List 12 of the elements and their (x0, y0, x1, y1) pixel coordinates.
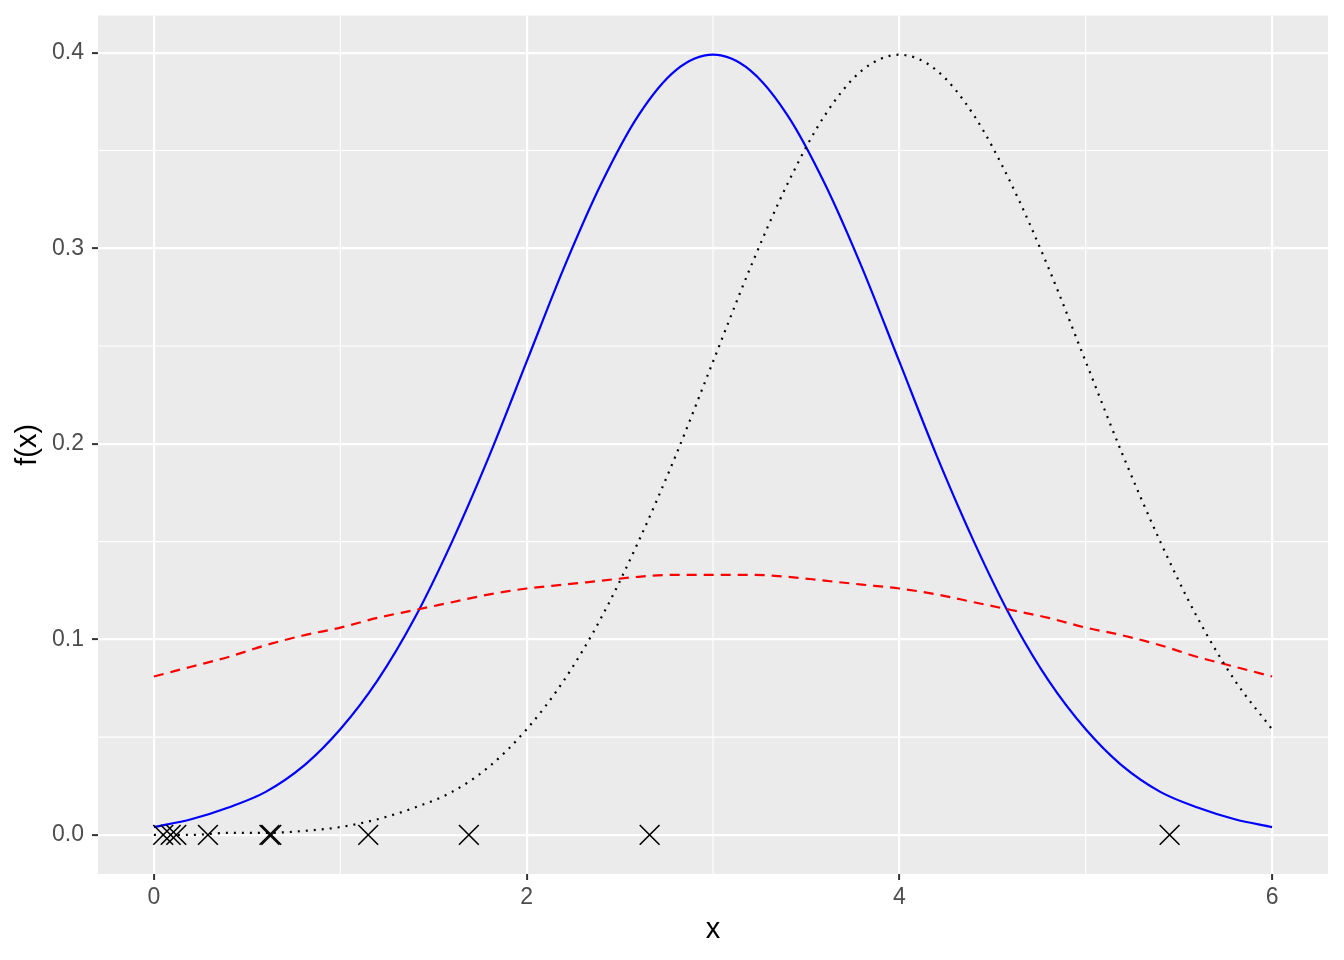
y-tick-label: 0.0 (52, 820, 84, 847)
y-tick-label: 0.1 (52, 624, 84, 651)
y-tick-label: 0.2 (52, 429, 84, 456)
x-tick-label: 6 (1265, 883, 1279, 910)
x-axis-title: x (705, 911, 721, 944)
y-axis-title: f(x) (10, 423, 43, 466)
x-tick-label: 2 (520, 883, 534, 910)
y-tick-label: 0.3 (52, 233, 84, 260)
line-series (152, 573, 1274, 678)
x-tick-label: 0 (147, 883, 161, 910)
y-tick-label: 0.4 (52, 38, 85, 65)
x-tick-label: 4 (892, 883, 906, 910)
